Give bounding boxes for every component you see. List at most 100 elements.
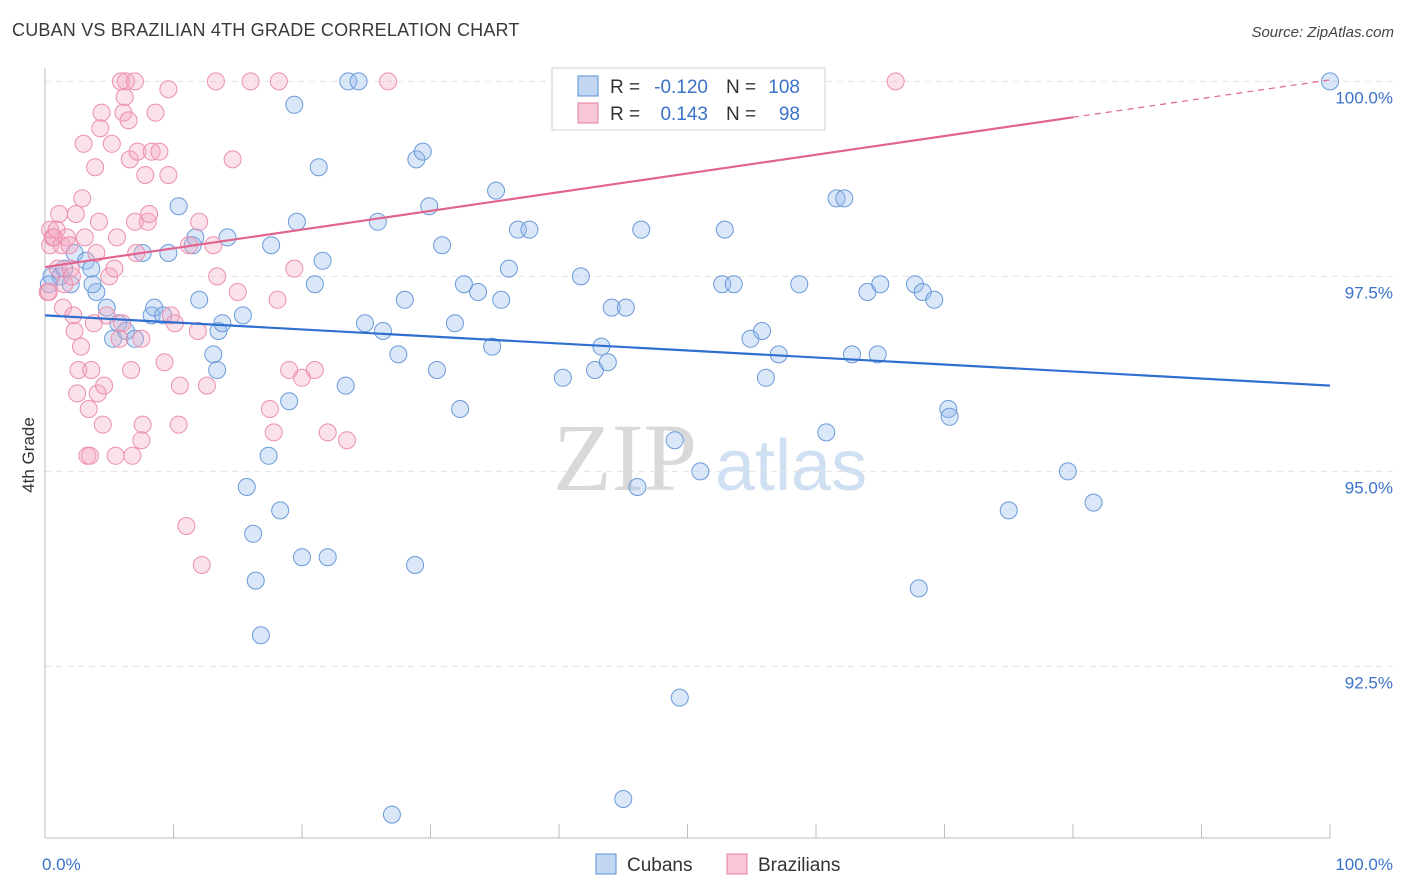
cuban-point	[97, 298, 116, 317]
brazilian-point	[82, 361, 101, 379]
brazilian-point	[223, 150, 242, 169]
cuban-point	[39, 275, 58, 294]
brazilian-point	[110, 329, 129, 348]
cuban-point	[389, 345, 408, 364]
legend-r-value: -0.120	[654, 77, 708, 98]
brazilian-point	[318, 423, 337, 442]
cuban-point	[125, 329, 144, 348]
brazilian-point	[39, 283, 58, 301]
axes: 92.5% 95.0% 97.5% 100.0% 0.0% 100.0%	[42, 68, 1393, 874]
brazilian-point	[102, 134, 121, 153]
cuban-point	[233, 306, 252, 325]
brazilian-point	[228, 283, 247, 301]
cuban-point	[571, 267, 590, 286]
brazilian-point	[132, 431, 151, 450]
cuban-point	[159, 244, 178, 262]
brazilian-point	[886, 72, 905, 91]
bottom-legend-swatch-brazilians	[726, 853, 748, 875]
cuban-point	[469, 283, 488, 301]
brazilian-point	[113, 314, 132, 333]
cuban-point	[715, 220, 734, 239]
cuban-point	[940, 407, 959, 426]
brazilian-point	[107, 228, 126, 247]
brazilian-point	[79, 400, 98, 418]
brazilian-point	[133, 415, 152, 434]
cuban-point	[208, 361, 227, 379]
legend-r-label: R =	[610, 77, 640, 98]
legend-r-label: R =	[610, 104, 640, 125]
brazilian-point	[87, 244, 106, 262]
cuban-point	[339, 72, 358, 91]
brazilian-point	[66, 205, 85, 223]
brazilian-point	[71, 337, 90, 356]
brazilian-point	[305, 361, 324, 379]
cuban-point	[285, 95, 304, 114]
brazilian-point	[68, 384, 87, 403]
brazilian-point	[125, 212, 144, 231]
cuban-point	[204, 345, 223, 364]
cuban-point	[237, 478, 256, 496]
watermark-atlas: atlas	[715, 426, 867, 506]
cuban-point	[336, 376, 355, 395]
chart-title: CUBAN VS BRAZILIAN 4TH GRADE CORRELATION…	[12, 20, 520, 40]
cuban-point	[382, 805, 401, 824]
cuban-point	[670, 688, 689, 707]
brazilian-point	[64, 306, 83, 325]
brazilian-point	[177, 517, 196, 535]
cuban-point	[925, 290, 944, 309]
cuban-point	[665, 431, 684, 450]
brazilian-point	[132, 329, 151, 348]
cuban-point	[817, 423, 836, 442]
brazilian-point	[105, 259, 124, 278]
brazilian-point	[337, 431, 356, 450]
brazilian-point	[62, 267, 81, 286]
brazilian-point	[146, 103, 165, 122]
brazilian-point	[264, 423, 283, 442]
cuban-point	[169, 197, 188, 216]
cuban-point	[598, 353, 617, 372]
brazilian-point	[150, 142, 169, 161]
correlation-legend: R = -0.120 N = 108 R = 0.143 N = 98	[551, 67, 826, 131]
cuban-point	[355, 314, 374, 333]
brazilian-point	[69, 361, 88, 379]
brazilian-point	[159, 166, 178, 184]
brazilian-point	[269, 72, 288, 91]
cuban-point	[406, 556, 425, 574]
cuban-point	[909, 579, 928, 598]
brazilian-point	[241, 72, 260, 91]
cuban-point	[756, 368, 775, 387]
cuban-point	[413, 142, 432, 161]
y-tick-label: 92.5%	[1345, 673, 1393, 692]
brazilian-point	[268, 290, 287, 309]
cuban-point	[616, 298, 635, 317]
cuban-point	[790, 275, 809, 294]
cuban-point	[445, 314, 464, 333]
cuban-point	[82, 259, 101, 278]
brazilian-point	[92, 103, 111, 122]
brazilian-point	[204, 236, 223, 255]
cuban-point	[1058, 462, 1077, 481]
brazilian-point	[123, 446, 142, 465]
trend-lines	[44, 79, 1331, 387]
legend-n-label: N =	[726, 77, 756, 98]
legend-r-value: 0.143	[660, 104, 708, 125]
brazilian-point	[142, 142, 161, 161]
brazilian-point	[155, 353, 174, 372]
brazilian-point	[74, 134, 93, 153]
brazilian-point	[379, 72, 398, 91]
brazilian-point	[120, 150, 139, 169]
cuban-point	[61, 275, 80, 294]
brazilian-point	[122, 361, 141, 379]
brazilian-point	[93, 415, 112, 434]
brazilian-point	[91, 119, 110, 138]
cuban-point	[259, 446, 278, 465]
cuban-point	[213, 314, 232, 333]
legend-n-value: 98	[779, 104, 800, 125]
cuban-point	[244, 524, 263, 543]
brazilian-point	[86, 158, 105, 177]
legend-swatch-brazilians	[577, 102, 599, 124]
brazilian-point	[190, 212, 209, 231]
brazilian-point	[50, 205, 69, 223]
cuban-point	[487, 181, 506, 200]
